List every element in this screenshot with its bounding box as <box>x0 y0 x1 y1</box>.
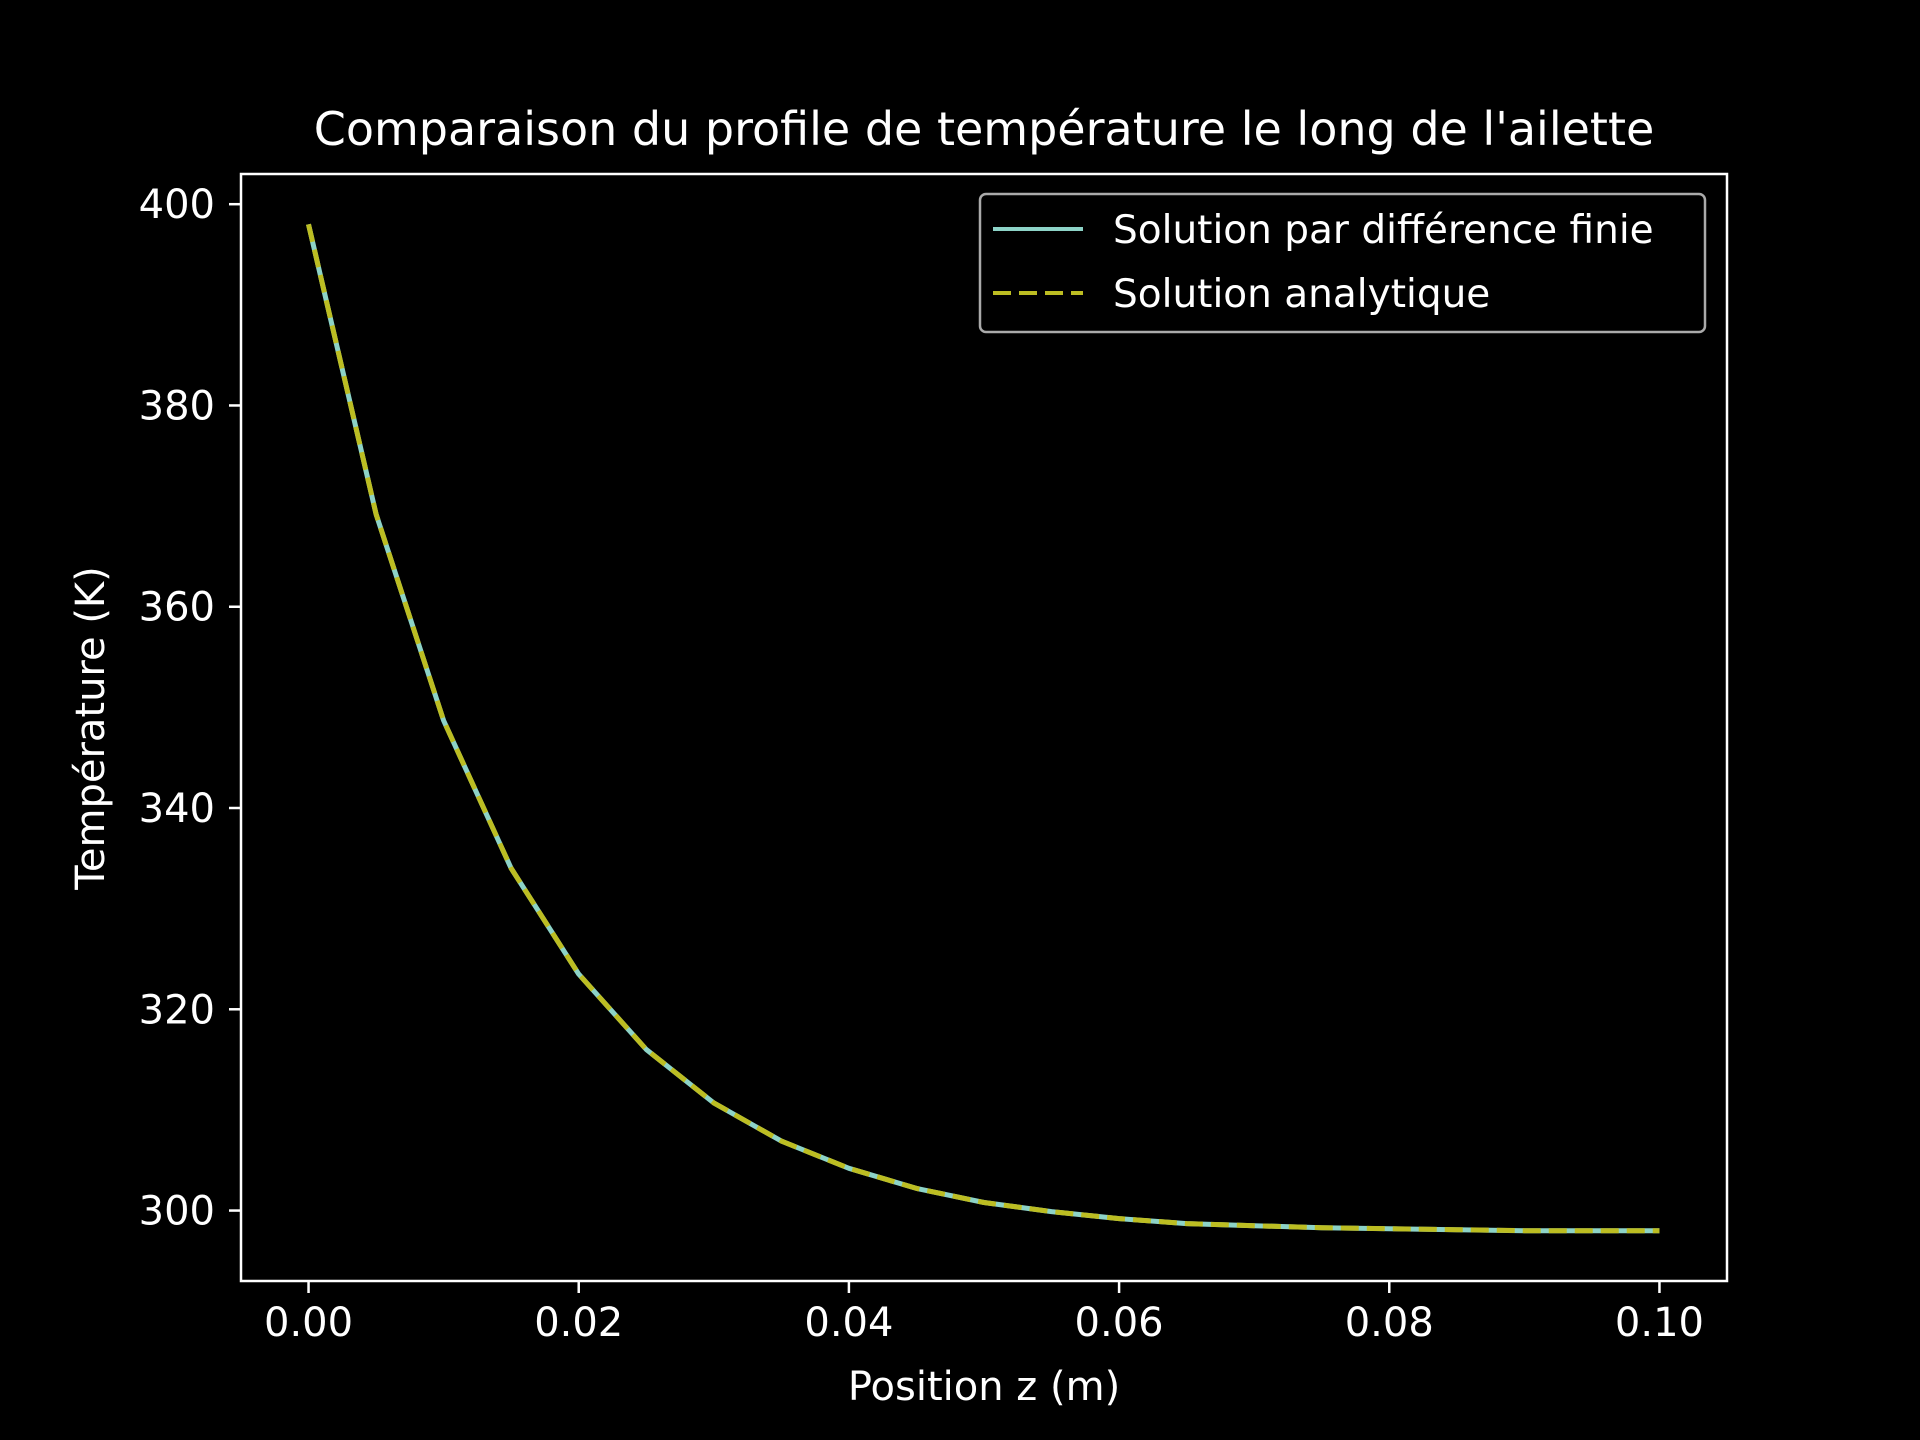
x-axis-label: Position z (m) <box>848 1364 1120 1410</box>
y-tick-label: 320 <box>139 987 215 1033</box>
legend-label-finite-difference: Solution par différence finie <box>1113 208 1654 253</box>
x-tick-label: 0.04 <box>804 1300 893 1346</box>
legend-label-analytical: Solution analytique <box>1113 272 1490 317</box>
y-tick-label: 360 <box>139 585 215 631</box>
x-tick-label: 0.08 <box>1345 1300 1434 1346</box>
y-axis-label: Température (K) <box>68 566 114 891</box>
chart-title: Comparaison du profile de température le… <box>314 102 1655 156</box>
y-axis-ticks: 300 320 340 360 380 400 <box>139 182 241 1235</box>
x-tick-label: 0.00 <box>264 1300 353 1346</box>
y-tick-label: 380 <box>139 383 215 429</box>
y-tick-label: 340 <box>139 786 215 832</box>
x-tick-label: 0.06 <box>1075 1300 1164 1346</box>
legend-box <box>978 192 1707 334</box>
y-tick-label: 300 <box>139 1189 215 1235</box>
series-layer <box>306 223 1660 1234</box>
x-tick-label: 0.02 <box>534 1300 623 1346</box>
x-tick-label: 0.10 <box>1615 1300 1704 1346</box>
x-axis-ticks: 0.00 0.02 0.04 0.06 0.08 0.10 <box>264 1281 1704 1346</box>
plot-frame <box>239 172 1729 1283</box>
y-tick-label: 400 <box>139 182 215 228</box>
legend: Solution par différence finie Solution a… <box>978 192 1707 334</box>
series-line-analytical <box>306 223 1660 1234</box>
